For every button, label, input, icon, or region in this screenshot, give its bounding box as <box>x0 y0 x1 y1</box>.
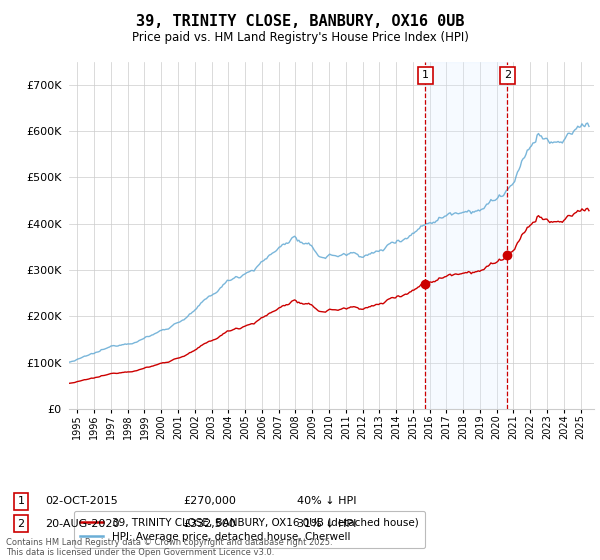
Text: 2: 2 <box>504 71 511 81</box>
Text: 1: 1 <box>422 71 429 81</box>
Text: 1: 1 <box>17 496 25 506</box>
Text: Contains HM Land Registry data © Crown copyright and database right 2025.
This d: Contains HM Land Registry data © Crown c… <box>6 538 332 557</box>
Text: 39, TRINITY CLOSE, BANBURY, OX16 0UB: 39, TRINITY CLOSE, BANBURY, OX16 0UB <box>136 14 464 29</box>
Legend: 39, TRINITY CLOSE, BANBURY, OX16 0UB (detached house), HPI: Average price, detac: 39, TRINITY CLOSE, BANBURY, OX16 0UB (de… <box>74 511 425 548</box>
Text: £270,000: £270,000 <box>183 496 236 506</box>
Text: 02-OCT-2015: 02-OCT-2015 <box>45 496 118 506</box>
Text: 20-AUG-2020: 20-AUG-2020 <box>45 519 119 529</box>
Text: 40% ↓ HPI: 40% ↓ HPI <box>297 496 356 506</box>
Bar <box>425 62 508 409</box>
Text: 2: 2 <box>17 519 25 529</box>
Text: £332,500: £332,500 <box>183 519 236 529</box>
Text: Price paid vs. HM Land Registry's House Price Index (HPI): Price paid vs. HM Land Registry's House … <box>131 31 469 44</box>
Text: 31% ↓ HPI: 31% ↓ HPI <box>297 519 356 529</box>
